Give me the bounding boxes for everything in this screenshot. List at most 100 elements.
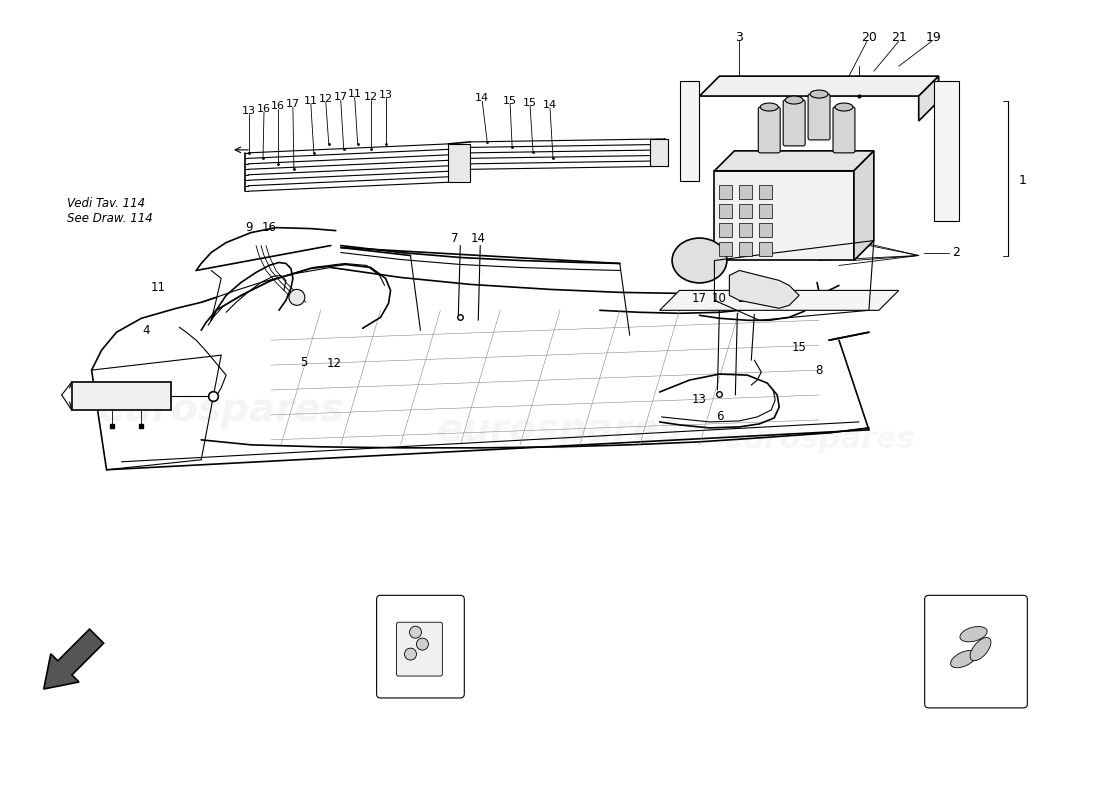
- Bar: [739, 222, 752, 237]
- Polygon shape: [660, 290, 899, 310]
- FancyBboxPatch shape: [925, 595, 1027, 708]
- Bar: [759, 185, 772, 198]
- Bar: [461, 158, 465, 164]
- Text: 15: 15: [503, 96, 517, 106]
- Bar: [739, 242, 752, 255]
- Text: 15: 15: [524, 98, 537, 108]
- Text: 11: 11: [151, 281, 166, 294]
- FancyBboxPatch shape: [376, 595, 464, 698]
- Polygon shape: [934, 81, 958, 221]
- Text: 17: 17: [692, 292, 707, 305]
- Bar: [450, 175, 453, 182]
- Bar: [455, 175, 460, 182]
- Text: 18: 18: [388, 607, 403, 618]
- Text: 16: 16: [257, 104, 271, 114]
- Text: 8: 8: [815, 364, 823, 377]
- Text: 19: 19: [926, 30, 942, 44]
- FancyBboxPatch shape: [72, 382, 172, 410]
- Bar: [455, 166, 460, 174]
- Text: 16: 16: [262, 221, 276, 234]
- Text: 20: 20: [861, 30, 877, 44]
- Ellipse shape: [672, 238, 727, 283]
- Bar: [719, 242, 733, 255]
- Text: 14: 14: [471, 232, 486, 245]
- Bar: [739, 185, 752, 198]
- Ellipse shape: [835, 103, 852, 111]
- Ellipse shape: [810, 90, 828, 98]
- Text: 9: 9: [245, 221, 253, 234]
- Bar: [658, 152, 662, 158]
- Polygon shape: [44, 629, 103, 689]
- Text: 13: 13: [692, 394, 707, 406]
- Bar: [455, 148, 460, 155]
- Bar: [650, 152, 656, 158]
- Text: 12: 12: [319, 94, 333, 104]
- Bar: [455, 158, 460, 164]
- Bar: [650, 160, 656, 166]
- Text: 1: 1: [1019, 174, 1026, 187]
- Text: eurospares: eurospares: [723, 426, 915, 454]
- Polygon shape: [700, 76, 938, 96]
- Bar: [658, 144, 662, 150]
- Text: Vedi Tav. 114
See Draw. 114: Vedi Tav. 114 See Draw. 114: [67, 197, 153, 225]
- Text: 7: 7: [451, 232, 458, 245]
- Text: 14: 14: [475, 93, 490, 103]
- Text: 21: 21: [891, 30, 906, 44]
- Bar: [450, 148, 453, 155]
- Text: 17: 17: [333, 92, 348, 102]
- Text: 12: 12: [364, 92, 377, 102]
- Text: 16: 16: [271, 101, 285, 111]
- Text: 2: 2: [952, 246, 959, 259]
- Bar: [650, 144, 656, 150]
- Bar: [719, 222, 733, 237]
- Bar: [461, 148, 465, 155]
- Text: 15: 15: [792, 341, 806, 354]
- Polygon shape: [854, 151, 873, 261]
- Bar: [759, 242, 772, 255]
- FancyBboxPatch shape: [808, 94, 830, 140]
- Bar: [449, 144, 471, 182]
- Text: 23: 23: [937, 607, 950, 618]
- Text: 11: 11: [304, 96, 318, 106]
- Text: 4: 4: [143, 324, 151, 337]
- Bar: [450, 158, 453, 164]
- Ellipse shape: [960, 626, 987, 642]
- FancyBboxPatch shape: [758, 107, 780, 153]
- Polygon shape: [714, 170, 854, 261]
- Text: 12: 12: [327, 357, 341, 370]
- Bar: [759, 204, 772, 218]
- Polygon shape: [918, 76, 938, 121]
- Text: 17: 17: [286, 99, 300, 109]
- Circle shape: [289, 290, 305, 306]
- Bar: [739, 204, 752, 218]
- FancyBboxPatch shape: [396, 622, 442, 676]
- Text: eurospares: eurospares: [98, 391, 344, 429]
- Text: 22: 22: [737, 292, 751, 305]
- Ellipse shape: [970, 638, 991, 661]
- Text: 14: 14: [543, 100, 557, 110]
- Ellipse shape: [785, 96, 803, 104]
- Ellipse shape: [760, 103, 778, 111]
- Text: 5: 5: [300, 356, 308, 369]
- FancyBboxPatch shape: [833, 107, 855, 153]
- Text: 10: 10: [712, 292, 727, 305]
- Bar: [461, 175, 465, 182]
- Circle shape: [417, 638, 428, 650]
- Bar: [658, 160, 662, 166]
- Text: 11: 11: [348, 89, 362, 99]
- Bar: [759, 222, 772, 237]
- Circle shape: [405, 648, 417, 660]
- Circle shape: [409, 626, 421, 638]
- Bar: [719, 185, 733, 198]
- Ellipse shape: [950, 650, 977, 668]
- Bar: [650, 139, 668, 166]
- Text: 13: 13: [242, 106, 256, 116]
- Text: 13: 13: [378, 90, 393, 100]
- Text: eurospares: eurospares: [437, 411, 683, 449]
- Polygon shape: [714, 151, 873, 170]
- FancyBboxPatch shape: [783, 100, 805, 146]
- Polygon shape: [680, 81, 700, 181]
- Bar: [450, 166, 453, 174]
- Text: 6: 6: [716, 410, 723, 423]
- Bar: [461, 166, 465, 174]
